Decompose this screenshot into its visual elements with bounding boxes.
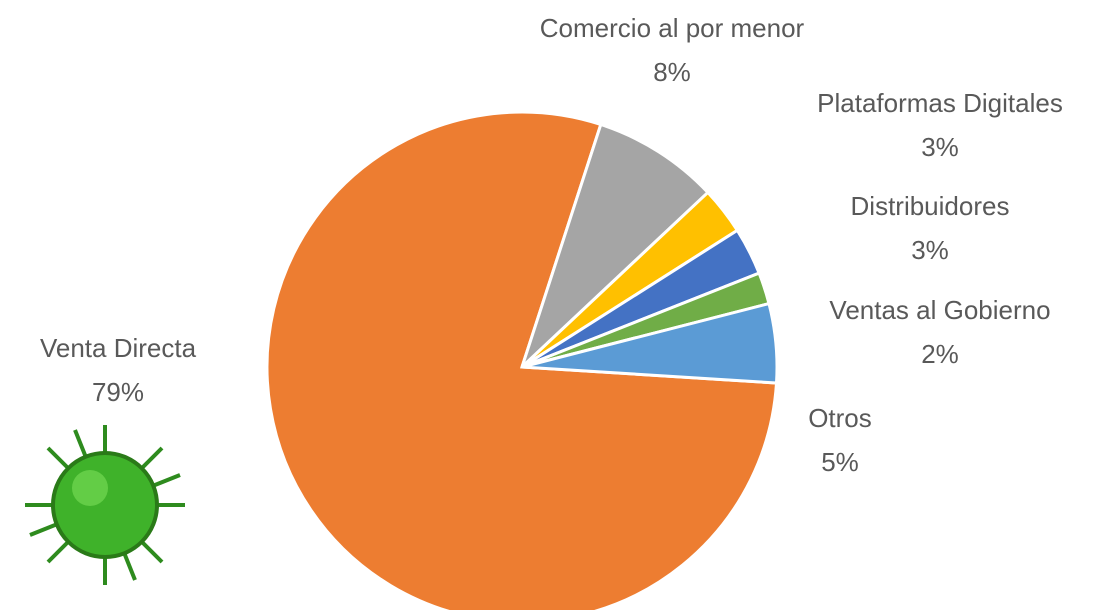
value-label: 5% — [821, 447, 859, 477]
value-label: 79% — [92, 377, 144, 407]
pie-slice — [265, 110, 779, 610]
value-label: 8% — [653, 57, 691, 87]
pie-slice — [521, 301, 779, 385]
category-label: Otros — [808, 403, 872, 433]
category-label: Distribuidores — [851, 191, 1010, 221]
category-label: Ventas al Gobierno — [829, 295, 1050, 325]
value-label: 3% — [911, 235, 949, 265]
category-label: Plataformas Digitales — [817, 88, 1063, 118]
value-label: 3% — [921, 132, 959, 162]
pie-slice — [520, 122, 711, 369]
value-label: 2% — [921, 339, 959, 369]
category-label: Comercio al por menor — [540, 13, 805, 43]
category-label: Venta Directa — [40, 333, 197, 363]
virus-icon — [25, 425, 185, 585]
